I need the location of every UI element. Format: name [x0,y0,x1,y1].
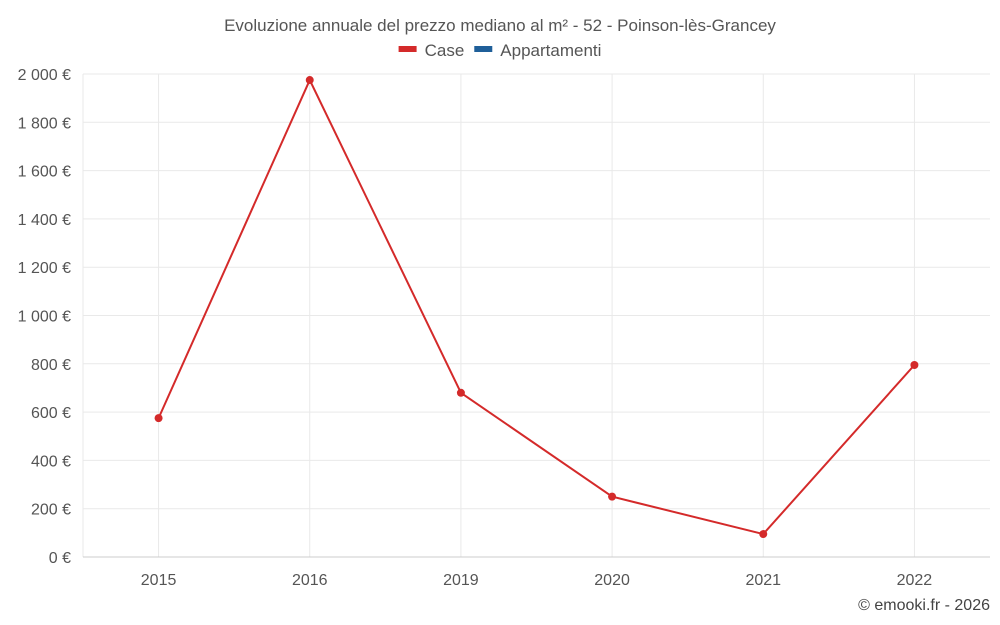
data-point[interactable] [154,414,163,423]
legend-label: Appartamenti [500,41,601,60]
y-tick-label: 2 000 € [18,67,71,84]
legend-swatch [398,46,417,52]
y-tick-label: 400 € [31,453,71,470]
grid-lines [82,73,990,558]
x-tick-label: 2020 [594,572,630,589]
x-axis: 2015 2016 2019 2020 2021 2022 [83,556,990,589]
x-tick-label: 2019 [443,572,479,589]
chart-title: Evoluzione annuale del prezzo mediano al… [224,16,776,35]
data-point[interactable] [456,388,465,397]
legend-item-case[interactable]: Case [398,41,465,60]
y-tick-label: 600 € [31,405,71,422]
data-point[interactable] [759,530,768,539]
x-tick-label: 2016 [292,572,328,589]
y-tick-label: 200 € [31,502,71,519]
legend-swatch [474,46,493,52]
legend-item-appartamenti[interactable]: Appartamenti [474,41,601,60]
data-point[interactable] [608,492,617,501]
series-line-case [157,77,916,536]
credit-text: © emooki.fr - 2026 [858,597,990,614]
y-tick-label: 1 200 € [18,260,71,277]
y-tick-label: 800 € [31,357,71,374]
y-tick-label: 1 000 € [18,309,71,326]
y-tick-label: 1 600 € [18,164,71,181]
x-tick-label: 2021 [745,572,781,589]
y-tick-label: 1 400 € [18,212,71,229]
series-layer [154,76,919,539]
x-tick-label: 2022 [897,572,933,589]
y-tick-label: 0 € [49,550,71,567]
y-axis: 0 € 200 € 400 € 600 € 800 € 1 000 € 1 200 € 1 4… [18,67,71,567]
y-tick-label: 1 800 € [18,115,71,132]
data-point[interactable] [305,76,314,85]
data-point[interactable] [910,361,919,370]
x-tick-label: 2015 [141,572,177,589]
legend-label: Case [425,41,465,60]
legend: Case Appartamenti [398,41,601,60]
